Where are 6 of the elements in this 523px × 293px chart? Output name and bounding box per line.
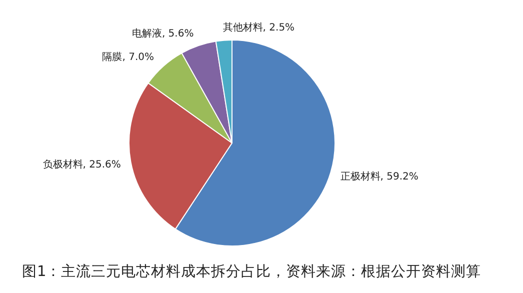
slice-label: 电解液, 5.6% (132, 27, 194, 40)
slice-label: 隔膜, 7.0% (102, 50, 154, 63)
slice-label: 负极材料, 25.6% (42, 158, 121, 171)
slice-label: 其他材料, 2.5% (222, 21, 295, 34)
slice-label: 正极材料, 59.2% (340, 170, 418, 182)
caption: 图1：主流三元电芯材料成本拆分占比，资料来源：根据公开资料测算 (22, 263, 482, 280)
